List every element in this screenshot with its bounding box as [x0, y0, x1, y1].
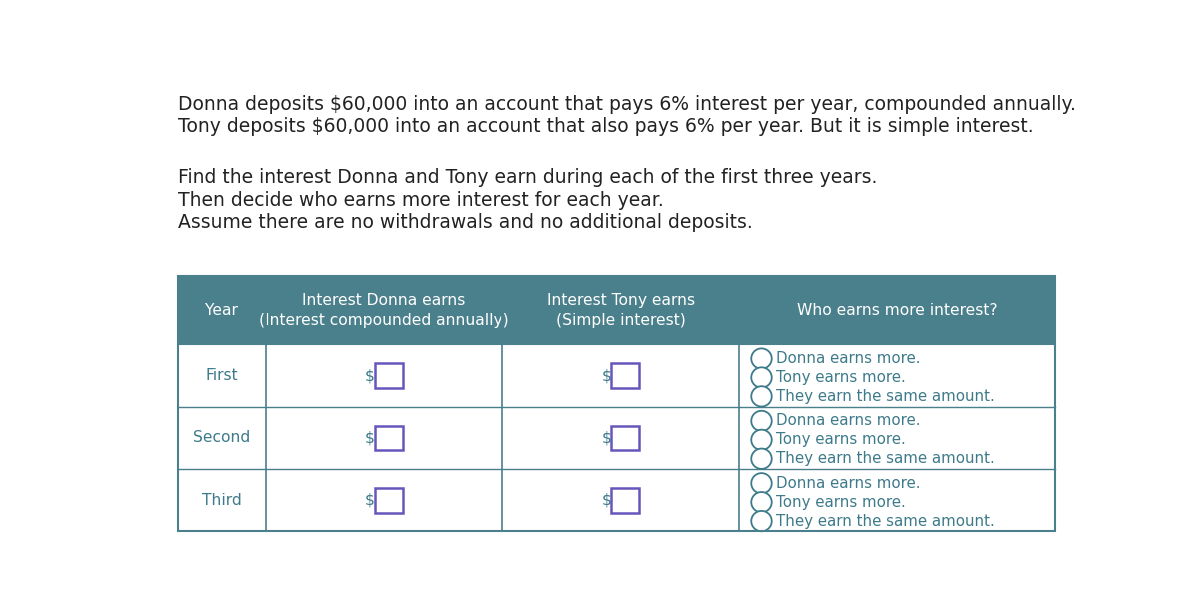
Text: First: First [205, 368, 238, 383]
Bar [612, 426, 640, 450]
Text: Donna earns more.: Donna earns more. [776, 414, 920, 428]
Ellipse shape [751, 411, 772, 431]
Bar [612, 488, 640, 513]
Bar [374, 426, 402, 450]
Bar [374, 488, 402, 513]
Ellipse shape [751, 386, 772, 406]
Text: Donna earns more.: Donna earns more. [776, 351, 920, 366]
Ellipse shape [751, 430, 772, 450]
Text: $: $ [601, 368, 612, 383]
Bar [612, 364, 640, 388]
Text: Find the interest Donna and Tony earn during each of the first three years.: Find the interest Donna and Tony earn du… [178, 168, 877, 187]
Text: $: $ [365, 493, 374, 508]
Text: Interest Tony earns
(Simple interest): Interest Tony earns (Simple interest) [547, 293, 695, 327]
Text: They earn the same amount.: They earn the same amount. [776, 451, 995, 466]
Ellipse shape [751, 348, 772, 369]
Ellipse shape [751, 511, 772, 531]
Text: They earn the same amount.: They earn the same amount. [776, 513, 995, 529]
Text: Tony earns more.: Tony earns more. [776, 432, 906, 447]
Text: Donna earns more.: Donna earns more. [776, 476, 920, 491]
Text: Interest Donna earns
(Interest compounded annually): Interest Donna earns (Interest compounde… [259, 293, 509, 327]
Text: Second: Second [193, 430, 251, 446]
Text: $: $ [365, 430, 374, 446]
Bar [178, 276, 1055, 531]
Ellipse shape [751, 492, 772, 512]
Text: $: $ [365, 368, 374, 383]
Text: Then decide who earns more interest for each year.: Then decide who earns more interest for … [178, 191, 664, 210]
Text: Donna deposits $60,000 into an account that pays 6% interest per year, compounde: Donna deposits $60,000 into an account t… [178, 95, 1075, 114]
Text: Tony deposits $60,000 into an account that also pays 6% per year. But it is simp: Tony deposits $60,000 into an account th… [178, 118, 1033, 136]
Text: Tony earns more.: Tony earns more. [776, 370, 906, 385]
Text: Who earns more interest?: Who earns more interest? [797, 303, 997, 318]
Bar [374, 364, 402, 388]
Ellipse shape [751, 449, 772, 469]
Text: $: $ [601, 430, 612, 446]
Text: Tony earns more.: Tony earns more. [776, 494, 906, 510]
Text: Year: Year [205, 303, 238, 318]
Text: Third: Third [202, 493, 241, 508]
Ellipse shape [751, 473, 772, 493]
Ellipse shape [751, 367, 772, 387]
Text: Assume there are no withdrawals and no additional deposits.: Assume there are no withdrawals and no a… [178, 214, 752, 233]
Bar [178, 276, 1055, 345]
Text: $: $ [601, 493, 612, 508]
Text: They earn the same amount.: They earn the same amount. [776, 389, 995, 404]
